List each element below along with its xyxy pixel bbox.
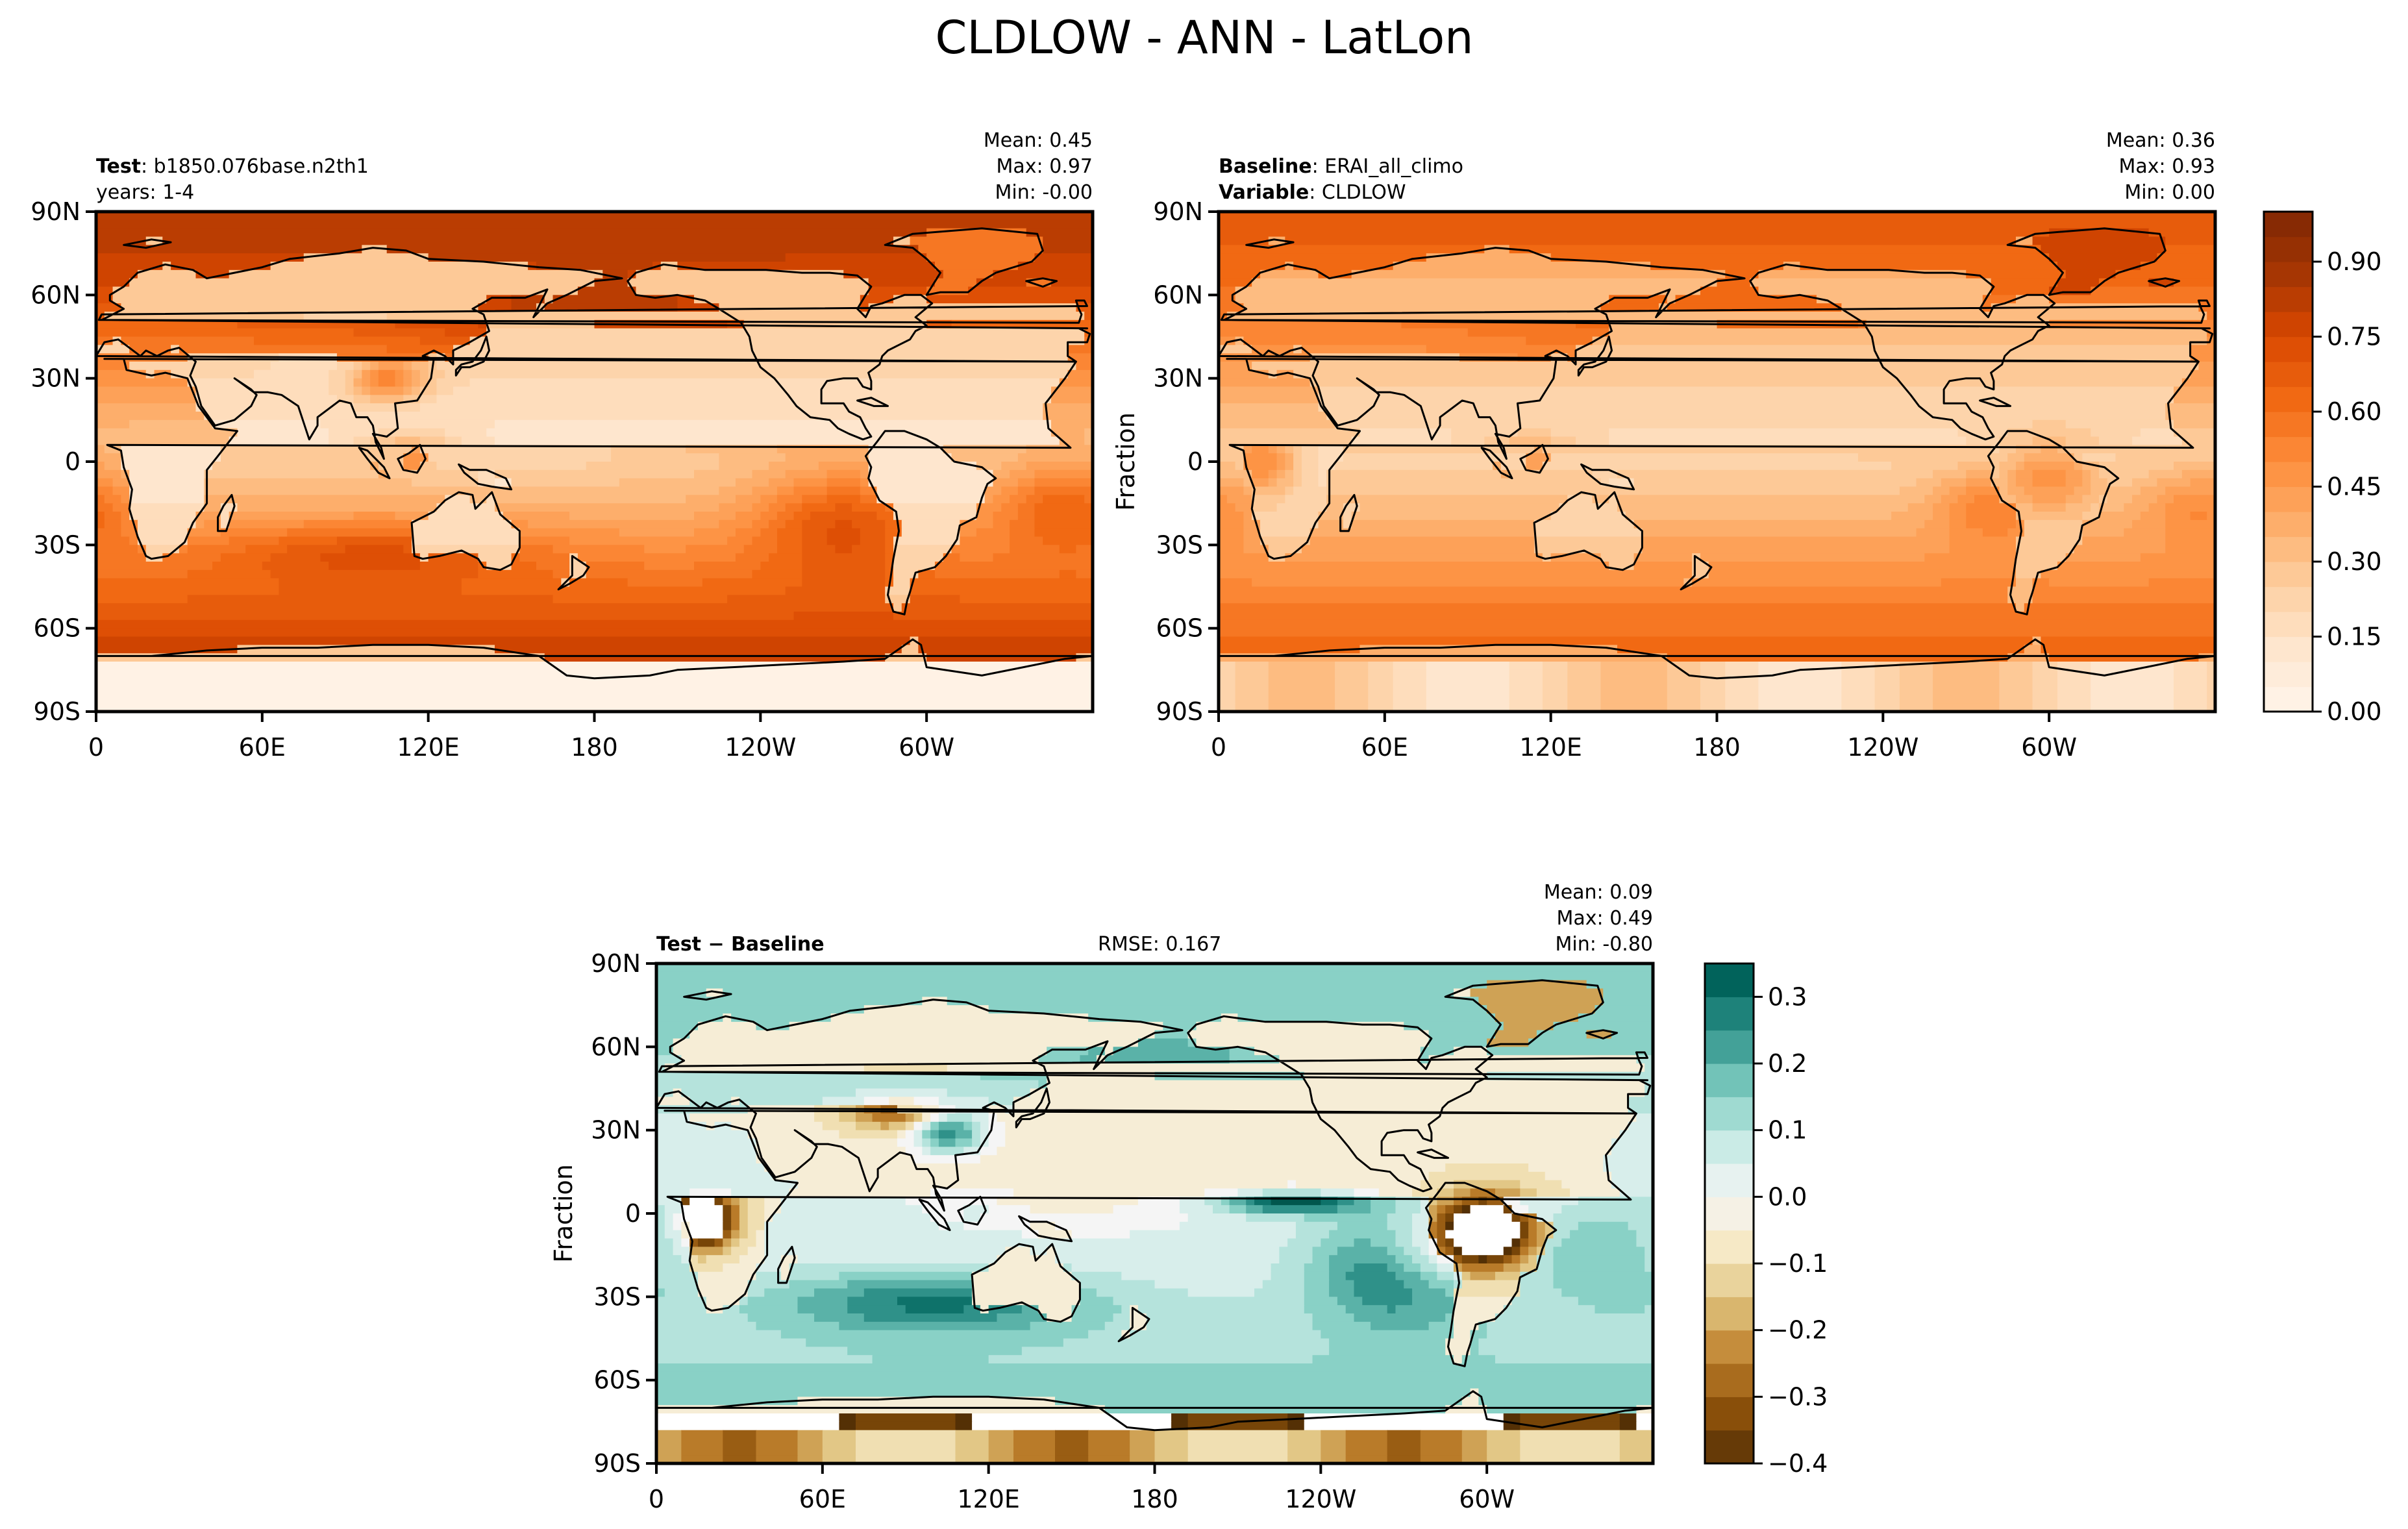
colorbar-tick-label: 0.90: [2327, 247, 2382, 276]
colorbar-tick-label: −0.4: [1768, 1449, 1828, 1478]
colorbar-tick-label: −0.3: [1768, 1382, 1828, 1411]
colorbar-tick-label: 0.0: [1768, 1182, 1807, 1211]
colorbar-difference: 0.3 0.2 0.1 0.0 −0.1 −0.2 −0.3 −0.4: [1704, 962, 1828, 1478]
stat-mean: Mean: 0.09: [1544, 881, 1653, 904]
stat-max: Max: 0.97: [997, 155, 1093, 178]
colorbar-tick-label: 0.1: [1768, 1116, 1807, 1145]
colorbar-tick-label: 0.15: [2327, 623, 2382, 651]
x-tick-label: 60W: [899, 733, 954, 762]
coastline-difference: [656, 979, 1653, 1432]
y-tick-label: 60S: [594, 1366, 641, 1395]
colorbar-tick-label: 0.45: [2327, 473, 2382, 501]
stat-mean: Mean: 0.45: [984, 129, 1093, 152]
y-tick-label: 0: [625, 1199, 641, 1228]
x-tick-label: 0: [649, 1485, 664, 1513]
panel-baseline: 0 60E 120E 180 120W 60W 90N 60N 30N 0 30S 60S 90S Fra…: [1111, 129, 2382, 762]
panel-header-line: Test: b1850.076base.n2th1: [96, 155, 369, 178]
colorbar-tick-label: 0.60: [2327, 397, 2382, 426]
field-baseline: [1219, 212, 2215, 712]
stat-min: Min: -0.80: [1556, 933, 1654, 956]
panel-header-line: Variable: CLDLOW: [1219, 181, 1406, 204]
y-tick-label: 0: [1187, 447, 1203, 476]
x-tick-label: 180: [571, 733, 618, 762]
y-tick-label: 60N: [31, 280, 81, 309]
x-tick-label: 120W: [1285, 1485, 1356, 1513]
coastline-test: [96, 227, 1093, 680]
y-axis-label: Fraction: [1111, 412, 1140, 511]
y-tick-label: 0: [65, 447, 81, 476]
colorbar-tick-label: 0.00: [2327, 697, 2382, 726]
panel-header-line: years: 1-4: [96, 181, 194, 204]
y-tick-label: 30N: [591, 1116, 641, 1145]
rmse-label: RMSE: 0.167: [1098, 933, 1221, 956]
x-tick-label: 0: [1211, 733, 1226, 762]
colorbar-tick-label: −0.2: [1768, 1316, 1828, 1345]
stat-mean: Mean: 0.36: [2106, 129, 2215, 152]
y-tick-label: 90S: [1156, 697, 1203, 726]
x-tick-label: 60W: [2021, 733, 2077, 762]
colorbar-tick-label: 0.75: [2327, 323, 2382, 351]
stat-min: Min: 0.00: [2124, 181, 2215, 204]
x-tick-label: 120E: [957, 1485, 1020, 1513]
x-tick-label: 60E: [1361, 733, 1408, 762]
field-test: [96, 212, 1093, 712]
x-tick-label: 60W: [1459, 1485, 1515, 1513]
x-tick-label: 180: [1131, 1485, 1178, 1513]
colorbar-tick-label: 0.2: [1768, 1049, 1807, 1078]
panel-header-line: Test − Baseline: [656, 933, 825, 956]
y-tick-label: 30N: [1153, 364, 1203, 393]
stat-max: Max: 0.49: [1557, 907, 1653, 930]
y-tick-label: 30S: [1156, 530, 1203, 559]
colorbar-tick-label: 0.3: [1768, 982, 1807, 1011]
y-tick-label: 90S: [34, 697, 81, 726]
x-tick-label: 60E: [799, 1485, 846, 1513]
panel-header-line: Baseline: ERAI_all_climo: [1219, 155, 1463, 178]
x-tick-label: 120E: [1519, 733, 1582, 762]
coastline-baseline: [1219, 227, 2215, 680]
y-tick-label: 60N: [1153, 280, 1203, 309]
y-tick-label: 90S: [594, 1449, 641, 1478]
x-tick-label: 120W: [725, 733, 796, 762]
colorbar-tick-label: −0.1: [1768, 1249, 1828, 1278]
panel-difference: 0 60E 120E 180 120W 60W 90N 60N 30N 0 30S 60S 90S Fra…: [549, 881, 1828, 1513]
x-tick-label: 60E: [239, 733, 286, 762]
x-tick-label: 0: [88, 733, 104, 762]
y-tick-label: 60S: [34, 614, 81, 643]
figure-title: CLDLOW - ANN - LatLon: [935, 11, 1473, 64]
y-tick-label: 60N: [591, 1032, 641, 1061]
panel-test: 0 60E 120E 180 120W 60W 90N 60N 30N 0 30S 60S 90S Tes…: [31, 129, 1095, 762]
y-tick-label: 90N: [1153, 197, 1203, 226]
y-tick-label: 30N: [31, 364, 81, 393]
y-tick-label: 30S: [594, 1282, 641, 1311]
x-tick-label: 120E: [397, 733, 460, 762]
stat-min: Min: -0.00: [995, 181, 1093, 204]
field-difference: [656, 963, 1653, 1463]
y-tick-label: 90N: [31, 197, 81, 226]
stat-max: Max: 0.93: [2119, 155, 2215, 178]
colorbar-tick-label: 0.30: [2327, 547, 2382, 576]
x-tick-label: 120W: [1847, 733, 1918, 762]
x-tick-label: 180: [1693, 733, 1741, 762]
colorbar-baseline: 0.00 0.15 0.30 0.45 0.60 0.75 0.90: [2263, 210, 2382, 726]
y-tick-label: 30S: [34, 530, 81, 559]
y-axis-label: Fraction: [549, 1164, 578, 1263]
y-tick-label: 60S: [1156, 614, 1203, 643]
y-tick-label: 90N: [591, 949, 641, 978]
